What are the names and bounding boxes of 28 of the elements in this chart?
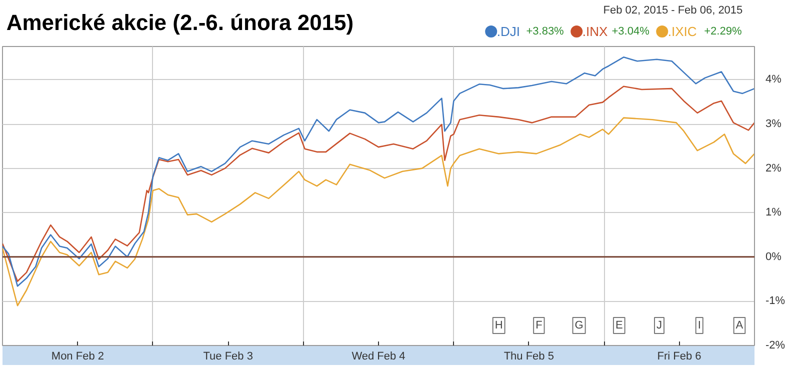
y-tick-label: 2% bbox=[766, 162, 782, 174]
text: +2.29% bbox=[704, 26, 742, 38]
y-tick-label: 4% bbox=[766, 74, 782, 86]
text: +3.83% bbox=[526, 26, 564, 38]
y-tick-label: 1% bbox=[766, 206, 782, 219]
text: +3.04% bbox=[612, 26, 650, 38]
x-tick-label: Tue Feb 3 bbox=[203, 350, 253, 362]
annotation: J bbox=[656, 320, 662, 332]
annotation: A bbox=[736, 320, 744, 332]
y-tick-label: -1% bbox=[766, 295, 786, 308]
x-tick-label: Thu Feb 5 bbox=[504, 350, 554, 362]
y-tick-label: -2% bbox=[766, 340, 786, 352]
x-tick-label: Wed Feb 4 bbox=[352, 350, 406, 362]
line-series bbox=[2, 117, 754, 306]
y-tick-label: 3% bbox=[766, 118, 782, 130]
x-tick-label: Mon Feb 2 bbox=[51, 350, 104, 362]
x-tick-label: Fri Feb 6 bbox=[657, 350, 702, 362]
annotation: G bbox=[574, 320, 584, 332]
chart-subtitle: Feb 02, 2015 - Feb 06, 2015 bbox=[603, 4, 743, 16]
annotation: I bbox=[698, 320, 701, 332]
legend-label: .INX bbox=[582, 24, 608, 39]
legend-label: .IXIC bbox=[668, 24, 697, 39]
y-tick-label: 0% bbox=[766, 250, 782, 263]
annotation: F bbox=[536, 320, 543, 332]
chart-title: Americké akcie (2.-6. února 2015) bbox=[6, 10, 354, 35]
annotation: E bbox=[615, 320, 623, 332]
legend-label: .DJI bbox=[496, 24, 520, 39]
annotation: H bbox=[494, 320, 503, 332]
